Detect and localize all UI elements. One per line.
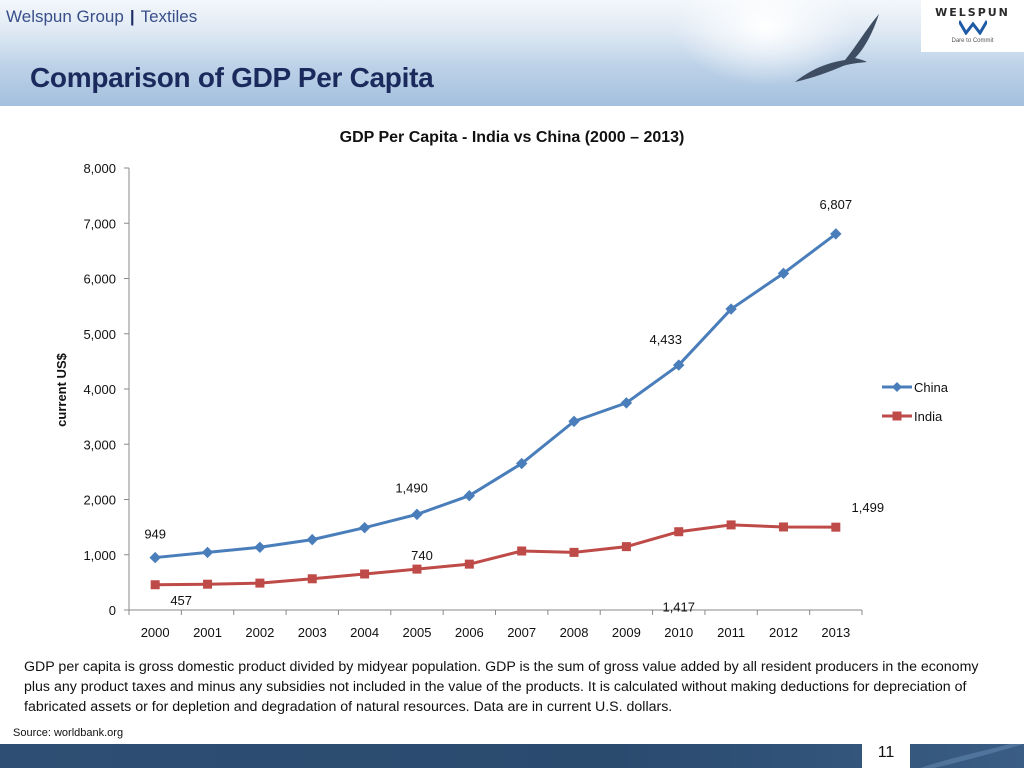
china-point	[673, 359, 685, 371]
china-point	[254, 541, 266, 553]
china-point	[830, 228, 842, 240]
china-point	[149, 551, 161, 564]
india-point	[517, 546, 527, 556]
page-title: Comparison of GDP Per Capita	[30, 62, 434, 93]
india-point	[621, 542, 631, 552]
brand-breadcrumb: Welspun Group | Textiles	[6, 7, 197, 27]
china-point	[358, 521, 371, 534]
data-label: 949	[144, 527, 166, 542]
india-point	[150, 580, 160, 590]
chart-description: GDP per capita is gross domestic product…	[24, 659, 979, 715]
x-tick-label: 2005	[403, 625, 432, 640]
x-tick-label: 2013	[821, 625, 850, 640]
section-name: Textiles	[140, 7, 198, 26]
china-series-line	[155, 232, 837, 560]
x-tick-label: 2003	[298, 625, 327, 640]
y-tick-label: 5,000	[83, 327, 116, 342]
x-tick-label: 2004	[350, 625, 379, 640]
logo-tagline: Dare to Commit	[951, 38, 994, 44]
x-tick-label: 2000	[141, 625, 170, 640]
china-point	[777, 267, 790, 280]
india-point	[569, 547, 579, 557]
china-point	[411, 508, 423, 521]
india-series-line	[155, 523, 836, 587]
legend-india-marker	[892, 411, 902, 421]
footer-bar	[0, 744, 1024, 768]
y-tick-label: 3,000	[83, 437, 116, 452]
india-point	[778, 522, 788, 532]
legend-china-label: China	[914, 380, 949, 395]
china-point	[306, 533, 318, 546]
gdp-line-chart: GDP Per Capita - India vs China (2000 – …	[54, 129, 949, 640]
y-tick-label: 8,000	[83, 161, 116, 176]
china-point	[725, 303, 737, 315]
data-label: 6,807	[820, 197, 853, 212]
india-point	[831, 522, 841, 532]
india-point	[726, 520, 736, 530]
y-tick-label: 4,000	[83, 382, 116, 397]
india-point	[307, 574, 317, 584]
legend-china-marker	[892, 382, 902, 392]
page-number: 11	[877, 744, 895, 761]
x-tick-label: 2008	[560, 625, 589, 640]
chart-title: GDP Per Capita - India vs China (2000 – …	[340, 129, 685, 146]
data-label: 457	[170, 593, 192, 608]
seagull-icon	[795, 14, 879, 82]
x-tick-label: 2010	[664, 625, 693, 640]
india-point	[674, 527, 684, 537]
china-point	[201, 546, 214, 559]
x-tick-label: 2009	[612, 625, 641, 640]
china-point	[568, 415, 580, 428]
breadcrumb-separator: |	[129, 7, 135, 26]
y-tick-label: 6,000	[83, 272, 116, 287]
x-tick-label: 2001	[193, 625, 222, 640]
legend-india-label: India	[914, 409, 943, 424]
y-tick-label: 7,000	[83, 216, 116, 231]
china-point	[515, 457, 528, 470]
data-label: 1,417	[662, 600, 695, 615]
x-tick-label: 2002	[245, 625, 274, 640]
y-tick-label: 1,000	[83, 548, 116, 563]
x-tick-label: 2011	[717, 625, 745, 640]
source-note: Source: worldbank.org	[13, 727, 124, 739]
india-point	[360, 569, 370, 579]
welspun-logo: WELSPUN Dare to Commit	[921, 0, 1024, 52]
china-point	[620, 397, 633, 409]
india-point	[255, 578, 265, 588]
page-number-box	[862, 742, 910, 768]
data-label: 1,490	[395, 481, 428, 496]
footer-swoosh-icon	[920, 744, 1024, 768]
logo-wordmark: WELSPUN	[935, 6, 1010, 19]
logo-mark-icon	[959, 20, 987, 35]
india-point	[412, 564, 422, 574]
company-name: Welspun Group	[6, 7, 124, 26]
x-tick-label: 2012	[769, 625, 798, 640]
y-axis-label: current US$	[54, 352, 69, 426]
india-point	[464, 559, 474, 569]
data-label: 1,499	[852, 500, 885, 515]
x-tick-label: 2006	[455, 625, 484, 640]
y-tick-label: 2,000	[83, 493, 116, 508]
x-tick-label: 2007	[507, 625, 536, 640]
data-label: 740	[411, 548, 433, 563]
india-point	[203, 579, 213, 589]
slide-header: Welspun Group | Textiles Comparison of GDP…	[0, 0, 1024, 106]
y-tick-label: 0	[109, 603, 116, 618]
data-label: 4,433	[649, 332, 682, 347]
china-point	[463, 489, 476, 502]
